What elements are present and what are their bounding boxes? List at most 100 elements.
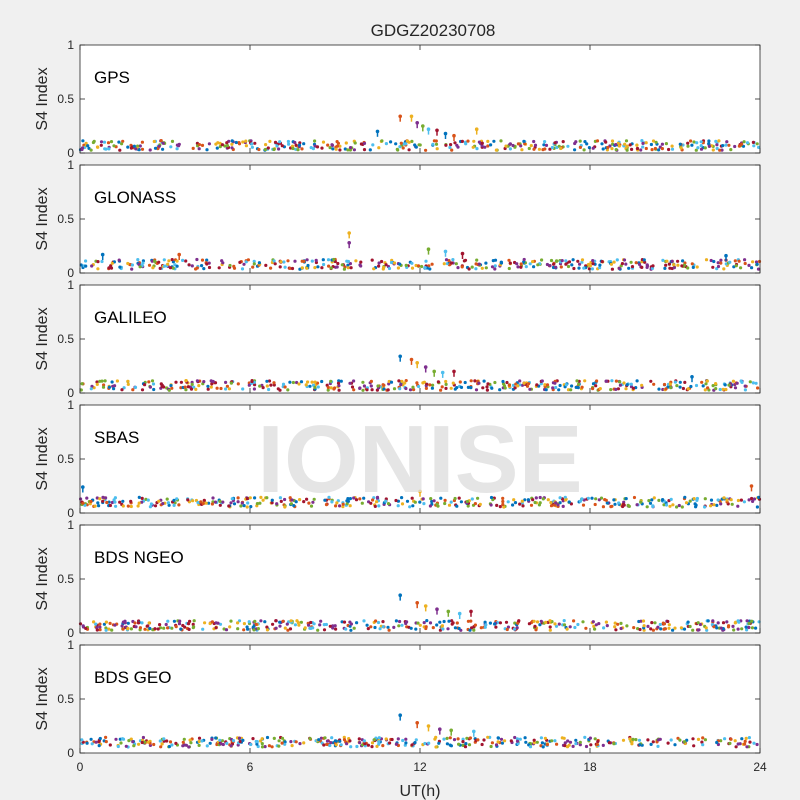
plot-area bbox=[80, 645, 760, 753]
data-point bbox=[701, 743, 705, 747]
data-point bbox=[89, 148, 93, 152]
data-point bbox=[157, 144, 161, 148]
data-point bbox=[435, 147, 439, 151]
data-point bbox=[126, 379, 130, 383]
data-point bbox=[217, 266, 221, 270]
data-point bbox=[289, 502, 293, 506]
data-point bbox=[690, 262, 694, 266]
data-point bbox=[531, 498, 535, 502]
data-point bbox=[638, 627, 642, 632]
data-point bbox=[195, 379, 199, 383]
data-point bbox=[430, 386, 434, 390]
data-point bbox=[100, 259, 104, 264]
data-point bbox=[607, 741, 612, 745]
data-point bbox=[506, 625, 510, 629]
data-point bbox=[325, 742, 329, 747]
data-point bbox=[377, 504, 381, 508]
data-point bbox=[214, 626, 218, 630]
data-point bbox=[161, 502, 165, 506]
data-point bbox=[238, 739, 242, 744]
data-point bbox=[736, 627, 740, 631]
data-point bbox=[413, 143, 417, 147]
data-point bbox=[153, 627, 157, 631]
data-point bbox=[709, 258, 713, 263]
data-point bbox=[254, 622, 258, 627]
data-point bbox=[167, 744, 172, 749]
data-point bbox=[338, 148, 342, 152]
data-point bbox=[222, 627, 226, 631]
data-point bbox=[502, 505, 506, 509]
data-point bbox=[346, 499, 350, 503]
data-point bbox=[324, 503, 329, 507]
data-point bbox=[382, 383, 386, 387]
data-point bbox=[207, 142, 211, 146]
data-point bbox=[494, 625, 498, 629]
data-point bbox=[444, 386, 448, 390]
data-point bbox=[614, 628, 618, 632]
data-point bbox=[623, 142, 627, 146]
data-point bbox=[359, 260, 363, 264]
data-point bbox=[680, 264, 684, 268]
data-point bbox=[259, 619, 263, 623]
data-point bbox=[170, 743, 174, 747]
data-point bbox=[510, 503, 515, 507]
data-point bbox=[151, 382, 156, 386]
data-point bbox=[271, 622, 275, 626]
data-point bbox=[739, 266, 743, 270]
data-point bbox=[266, 146, 270, 150]
data-point bbox=[378, 627, 382, 631]
data-point bbox=[349, 622, 353, 626]
data-point bbox=[247, 620, 251, 624]
data-point bbox=[496, 740, 500, 744]
data-point bbox=[102, 622, 106, 626]
data-point bbox=[244, 144, 248, 148]
data-point bbox=[238, 260, 242, 264]
data-point bbox=[644, 146, 648, 151]
data-point bbox=[274, 626, 278, 630]
data-point bbox=[535, 620, 540, 624]
data-point bbox=[535, 740, 539, 744]
data-point bbox=[218, 622, 223, 626]
data-point bbox=[160, 742, 164, 746]
panel-label: SBAS bbox=[94, 428, 139, 447]
data-point bbox=[625, 144, 629, 148]
data-point bbox=[747, 736, 752, 740]
data-point bbox=[342, 267, 346, 271]
data-point bbox=[79, 388, 83, 392]
data-point bbox=[508, 142, 512, 146]
data-point bbox=[428, 621, 433, 625]
data-point bbox=[439, 496, 443, 500]
data-point bbox=[483, 145, 487, 149]
data-point bbox=[334, 504, 338, 508]
data-point bbox=[267, 744, 271, 748]
data-point bbox=[338, 739, 342, 743]
data-point bbox=[138, 626, 142, 630]
data-point bbox=[208, 741, 212, 745]
data-point bbox=[314, 258, 318, 262]
data-point bbox=[432, 499, 436, 503]
data-point bbox=[161, 147, 165, 151]
data-point bbox=[331, 626, 335, 630]
data-point bbox=[658, 622, 662, 627]
data-point bbox=[353, 141, 357, 145]
data-point bbox=[261, 498, 265, 502]
data-point bbox=[653, 621, 657, 625]
y-tick-label: 0 bbox=[67, 386, 74, 400]
data-point bbox=[344, 627, 348, 631]
data-point bbox=[352, 379, 356, 383]
data-point bbox=[519, 262, 523, 266]
data-point bbox=[298, 742, 302, 746]
data-point bbox=[354, 498, 359, 502]
data-point bbox=[652, 496, 656, 500]
data-point bbox=[237, 142, 242, 146]
data-point bbox=[320, 379, 324, 384]
data-point bbox=[150, 379, 155, 383]
data-point bbox=[750, 619, 754, 623]
data-point bbox=[80, 382, 84, 386]
data-point bbox=[404, 142, 408, 146]
data-point bbox=[609, 388, 613, 392]
data-point bbox=[737, 259, 741, 263]
data-point bbox=[281, 382, 286, 386]
data-point bbox=[374, 500, 379, 504]
y-tick-label: 0 bbox=[67, 146, 74, 160]
